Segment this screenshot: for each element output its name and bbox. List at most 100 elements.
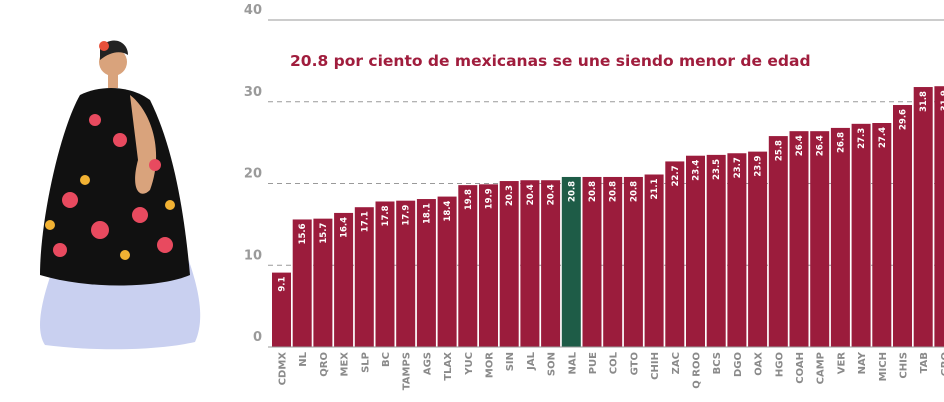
x-tick-label: SLP [360,352,371,373]
bar [913,87,933,347]
x-tick-label: SIN [505,352,516,371]
value-label: 26.4 [816,135,826,156]
bar [458,185,478,347]
value-label: 29.6 [899,109,909,130]
x-tick-label: Q ROO [692,352,703,389]
x-tick-label: PUE [588,352,599,374]
x-tick-label: BC [381,352,392,367]
bar [727,153,747,347]
y-tick-label: 30 [244,85,262,100]
y-tick-label: 10 [244,248,262,263]
value-label: 19.8 [464,189,474,210]
value-label: 20.3 [505,185,515,206]
value-label: 26.4 [795,135,805,156]
bar [437,196,457,347]
x-tick-label: NAL [567,351,578,374]
bar [644,174,664,347]
x-tick-label: NAY [857,351,868,374]
y-tick-label: 0 [253,330,262,345]
bar [934,86,944,347]
bar [665,161,685,347]
value-label: 27.3 [857,128,867,149]
y-tick-label: 40 [244,3,262,18]
x-tick-label: OAX [754,352,765,376]
x-tick-label: YUC [464,352,475,376]
bar [396,200,416,347]
value-label: 31.9 [940,90,944,111]
x-tick-label: CHIS [899,352,910,379]
x-tick-label: GRO [940,352,944,376]
value-label: 20.8 [629,181,639,202]
value-label: 9.1 [278,277,288,292]
bar [561,176,581,347]
value-label: 20.4 [526,184,536,205]
bar [272,272,291,347]
bar [748,151,768,347]
value-label: 21.1 [650,178,660,199]
bar [479,184,498,347]
bar [313,218,333,347]
x-tick-label: SON [547,352,558,376]
x-tick-label: CAMP [816,352,827,384]
bar [623,176,643,347]
x-tick-label: TAMPS [402,352,413,390]
illustration [40,40,201,350]
value-label: 19.9 [485,188,495,209]
x-tick-label: TLAX [443,352,454,381]
x-tick-label: QRO [319,352,330,377]
chart-title: 20.8 por ciento de mexicanas se une sien… [290,52,811,70]
bar [603,176,623,347]
bar [416,199,436,347]
value-label: 26.8 [836,132,846,153]
value-label: 25.8 [774,140,784,161]
value-label: 17.9 [402,205,412,226]
bar [541,180,561,347]
value-label: 20.8 [567,181,577,202]
x-tick-label: MOR [485,352,496,378]
bar [872,123,892,347]
value-label: 15.7 [319,223,329,244]
value-label: 17.1 [360,211,370,232]
x-tick-label: DGO [733,352,744,377]
value-label: 17.8 [381,205,391,226]
x-tick-label: MEX [340,352,351,377]
x-tick-label: COAH [795,352,806,384]
value-label: 23.5 [712,159,722,180]
value-label: 15.6 [298,223,308,244]
bar [810,131,830,347]
y-tick-label: 20 [244,167,262,182]
value-label: 23.7 [733,157,743,178]
value-label: 18.4 [443,201,453,222]
bar [893,105,912,348]
value-label: 31.8 [919,91,929,112]
value-label: 20.4 [547,184,557,205]
bar [851,123,871,347]
x-tick-label: AGS [422,352,433,375]
value-label: 20.8 [609,181,619,202]
value-label: 27.4 [878,127,888,148]
value-label: 23.4 [692,160,702,181]
bar [582,176,602,347]
x-tick-label: ZAC [671,352,682,374]
bars: 9.1 CDMX 15.6 NL 15.7 QRO 16.4 MEX 17.1 SLP 17.8 BC… [272,86,944,390]
x-tick-label: MICH [878,352,889,381]
value-label: 23.9 [754,156,764,177]
bar [354,207,374,347]
bar [830,127,850,347]
x-tick-label: BCS [712,352,723,374]
bar [520,180,540,347]
bar [789,131,809,347]
x-tick-label: TAB [919,352,930,373]
x-tick-label: CHIH [650,352,661,380]
bar [768,136,788,347]
bar [334,212,354,347]
bar [706,154,726,347]
value-label: 22.7 [671,165,681,186]
bar [292,219,312,347]
bar [499,181,519,347]
x-tick-label: JAL [526,351,537,370]
x-tick-label: VER [836,352,847,375]
x-tick-label: COL [609,351,620,374]
x-tick-label: GTO [629,352,640,375]
